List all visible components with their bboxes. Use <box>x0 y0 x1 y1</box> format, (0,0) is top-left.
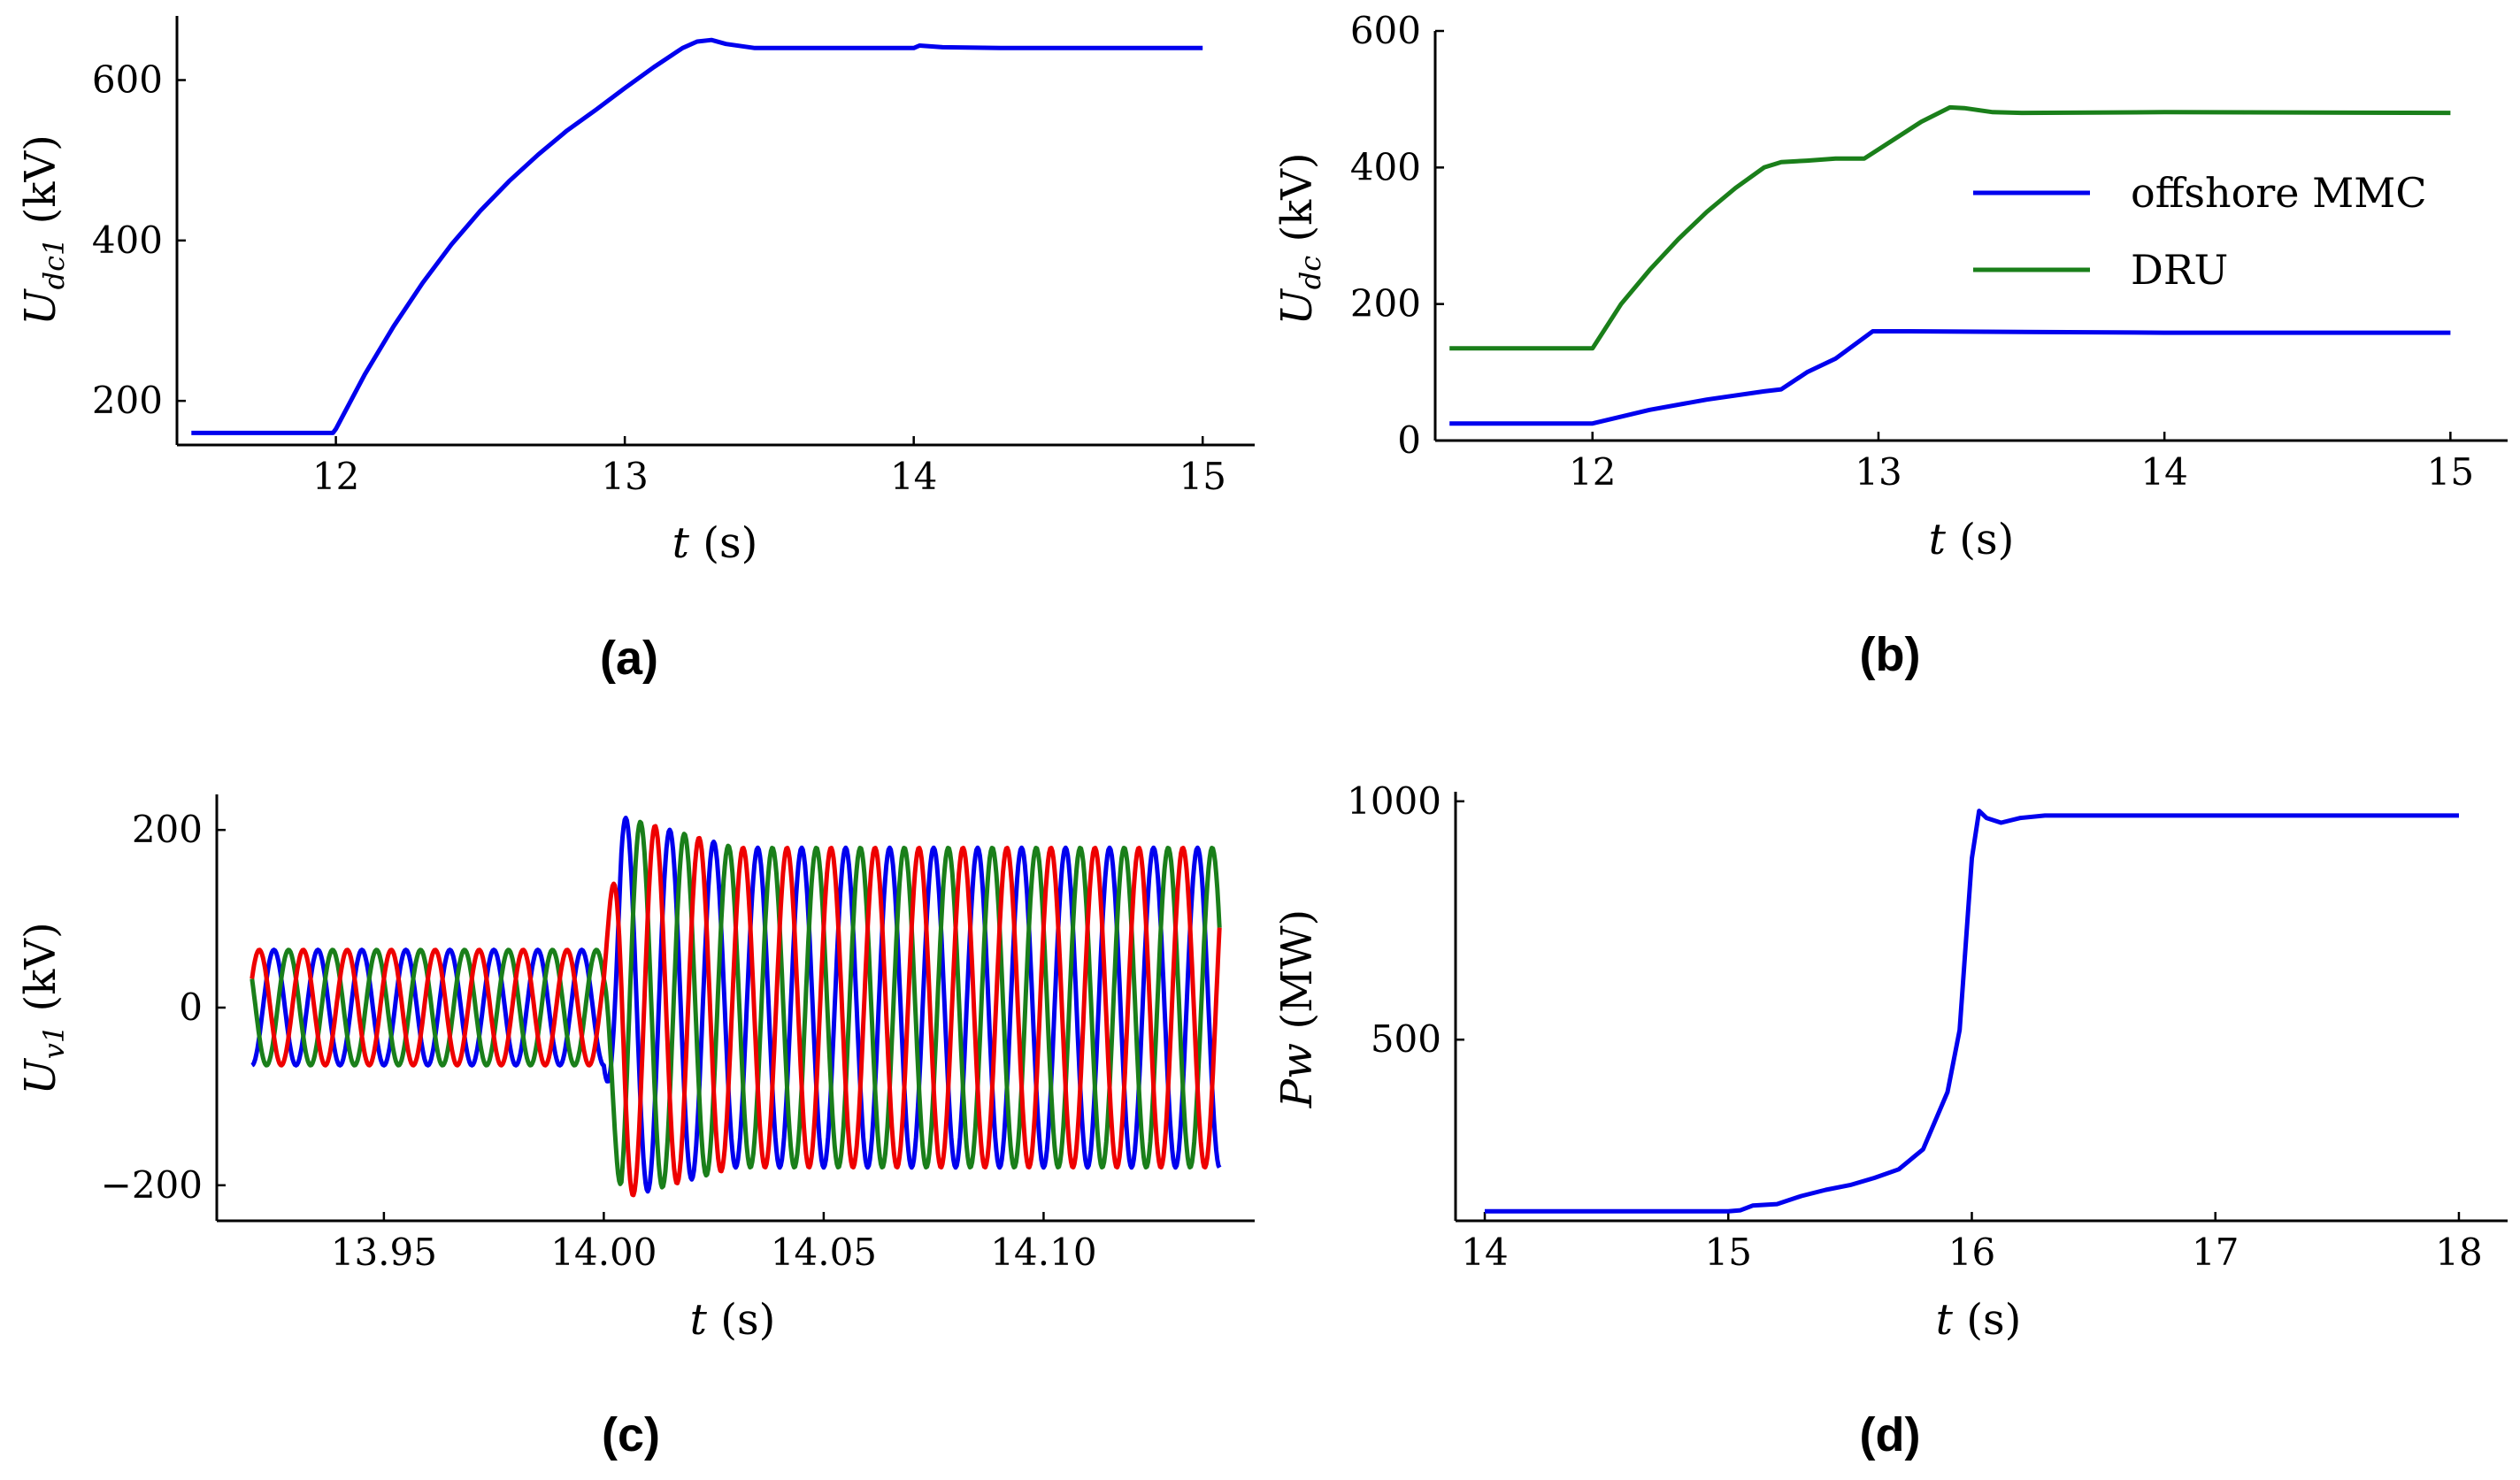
y-axis-label: Udc (kV) <box>1272 152 1327 325</box>
x-label-unit: (s) <box>1953 1295 2021 1345</box>
panel-caption-b: (b) <box>1860 628 1921 681</box>
y-tick-label: −200 <box>101 1163 203 1207</box>
y-label-unit: (MW) <box>1272 909 1322 1043</box>
y-tick-label: 200 <box>92 379 163 422</box>
y-tick-label: 400 <box>92 219 163 262</box>
y-tick-label: 400 <box>1350 145 1421 188</box>
panel-caption-d: (d) <box>1860 1408 1921 1461</box>
x-tick-label: 14 <box>1461 1231 1508 1274</box>
panel-a: 12 13 14 15 200 400 600 Udc1 (kV) t (s) (a) <box>16 16 1255 685</box>
panel-b: 12 13 14 15 0 200 400 600 offshore MMC DRU Udc … <box>1272 9 2508 681</box>
x-axis-label: t (s) <box>1929 515 2015 564</box>
x-tick-label: 15 <box>1179 455 1225 498</box>
x-label-unit: (s) <box>689 518 757 568</box>
y-axis-label: Udc1 (kV) <box>16 134 71 326</box>
y-axis-label: Pw (MW) <box>1272 909 1322 1109</box>
x-tick-label: 14.10 <box>990 1231 1096 1274</box>
x-tick-label: 13 <box>1855 450 1902 494</box>
y-label-sub: v1 <box>37 1025 71 1059</box>
x-tick-label: 13.95 <box>331 1231 437 1274</box>
y-label-main: U <box>16 288 65 326</box>
y-tick-label: 600 <box>1350 9 1421 52</box>
x-tick-label: 14 <box>890 455 937 498</box>
series-dru <box>1449 104 2451 351</box>
x-axis-label: t (s) <box>690 1295 776 1345</box>
plot-area <box>1485 809 2459 1214</box>
y-tick-label: 500 <box>1371 1017 1441 1061</box>
x-tick-label: 12 <box>312 455 359 498</box>
x-tick-label: 14 <box>2140 450 2187 494</box>
x-label-unit: (s) <box>707 1295 775 1345</box>
x-tick-label: 17 <box>2192 1231 2239 1274</box>
series-offshore-mmc <box>1449 329 2451 426</box>
ticks: 12 13 14 15 0 200 400 600 <box>1350 9 2474 494</box>
y-label-sub: dc <box>1294 256 1327 289</box>
panel-d: 14 15 16 17 18 500 1000 Pw (MW) t (s) (d) <box>1272 779 2508 1461</box>
ticks: 14 15 16 17 18 500 1000 <box>1347 779 2483 1274</box>
x-tick-label: 14.05 <box>771 1231 877 1274</box>
panel-caption-c: (c) <box>602 1408 660 1461</box>
y-tick-label: 0 <box>1397 418 1421 462</box>
x-label-main: t <box>1929 515 1947 564</box>
legend-label-dru: DRU <box>2131 246 2228 294</box>
x-tick-label: 18 <box>2435 1231 2482 1274</box>
y-label-sub: dc1 <box>37 238 71 290</box>
y-axis-label: Uv1 (kV) <box>16 922 71 1094</box>
panel-c: 13.95 14.00 14.05 14.10 −200 0 200 Uv1 (kV) t … <box>16 794 1255 1461</box>
series-phase-c <box>250 824 1222 1198</box>
y-tick-label: 200 <box>1350 282 1421 326</box>
plot-area <box>191 37 1203 435</box>
y-tick-label: 1000 <box>1347 779 1441 823</box>
x-tick-label: 13 <box>601 455 648 498</box>
x-label-main: t <box>1936 1295 1954 1345</box>
y-label-main: U <box>1272 288 1322 326</box>
ticks: 13.95 14.00 14.05 14.10 −200 0 200 <box>101 808 1097 1274</box>
legend-label-offshore-mmc: offshore MMC <box>2131 169 2427 217</box>
x-label-main: t <box>672 518 690 568</box>
series-pw <box>1485 809 2459 1214</box>
y-label-main: U <box>16 1058 65 1095</box>
plot-area <box>1449 104 2451 426</box>
x-axis-label: t (s) <box>1936 1295 2022 1345</box>
legend: offshore MMC DRU <box>1973 169 2427 294</box>
plot-area <box>250 816 1222 1198</box>
x-label-unit: (s) <box>1946 515 2014 564</box>
x-label-main: t <box>690 1295 708 1345</box>
y-tick-label: 600 <box>92 58 163 102</box>
y-label-main: Pw <box>1272 1043 1322 1108</box>
panel-caption-a: (a) <box>600 632 658 685</box>
y-label-unit: (kV) <box>1272 152 1322 255</box>
y-label-unit: (kV) <box>16 134 65 237</box>
series-udc1 <box>191 37 1203 435</box>
y-label-unit: (kV) <box>16 922 65 1024</box>
ticks: 12 13 14 15 200 400 600 <box>92 58 1226 498</box>
y-tick-label: 200 <box>132 808 203 851</box>
x-tick-label: 16 <box>1948 1231 1995 1274</box>
y-tick-label: 0 <box>179 985 203 1029</box>
x-tick-label: 15 <box>2427 450 2474 494</box>
x-tick-label: 14.00 <box>550 1231 657 1274</box>
x-tick-label: 15 <box>1705 1231 1752 1274</box>
x-axis-label: t (s) <box>672 518 758 568</box>
x-tick-label: 12 <box>1569 450 1616 494</box>
